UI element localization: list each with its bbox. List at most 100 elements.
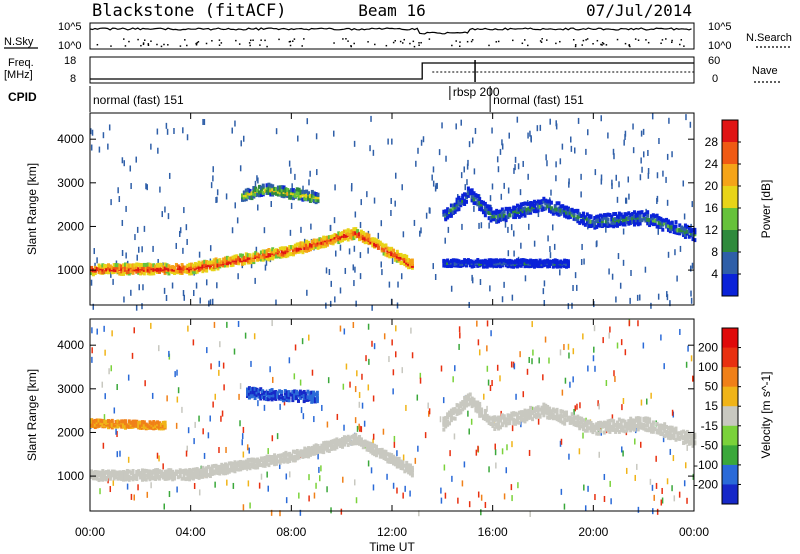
- data-cell: [663, 422, 667, 427]
- data-cell: [337, 438, 341, 443]
- data-cell: [625, 421, 629, 426]
- data-cell: [444, 212, 448, 217]
- data-cell: [497, 426, 501, 431]
- data-cell: [127, 263, 131, 268]
- data-cell: [274, 248, 278, 253]
- data-cell: [617, 417, 621, 422]
- data-cell: [191, 269, 195, 274]
- data-cell: [521, 412, 525, 417]
- data-cell: [327, 240, 331, 245]
- data-cell: [608, 223, 612, 228]
- data-cell: [672, 224, 676, 229]
- data-cell: [106, 270, 110, 275]
- data-cell: [125, 266, 129, 271]
- data-cell: [555, 417, 559, 422]
- colorbar-swatch: [722, 347, 738, 368]
- data-cell: [254, 465, 258, 470]
- velocity-y-label: Slant Range [km]: [25, 369, 39, 461]
- data-cell: [356, 231, 360, 236]
- data-cell: [331, 439, 335, 444]
- data-cell: [312, 243, 316, 248]
- data-cell: [497, 415, 501, 420]
- data-cell: [380, 450, 384, 455]
- data-cell: [271, 249, 275, 254]
- data-cell: [302, 399, 306, 404]
- data-cell: [301, 449, 305, 454]
- data-cell: [367, 447, 371, 452]
- data-cell: [463, 400, 467, 405]
- data-cell: [225, 255, 229, 260]
- data-cell: [316, 238, 320, 243]
- data-cell: [474, 406, 478, 411]
- nsky-tick-top: 10^5: [58, 21, 82, 33]
- noise-cell: [413, 219, 416, 226]
- data-cell: [159, 473, 163, 478]
- noise-cell: [573, 408, 575, 415]
- data-cell: [498, 260, 502, 265]
- nsearch-dot: [142, 42, 145, 44]
- data-cell: [525, 210, 529, 215]
- data-cell: [444, 259, 448, 264]
- colorbar-swatch: [722, 230, 738, 253]
- data-cell: [557, 264, 561, 269]
- data-cell: [276, 252, 280, 257]
- noise-cell: [484, 501, 487, 508]
- noise-cell: [647, 149, 649, 156]
- data-cell: [502, 216, 506, 221]
- data-cell: [208, 474, 212, 479]
- colorbar-swatch: [722, 406, 738, 427]
- data-cell: [358, 434, 362, 439]
- nsearch-dot: [140, 44, 142, 47]
- data-cell: [106, 473, 110, 478]
- noise-cell: [116, 451, 119, 458]
- data-cell: [286, 247, 290, 252]
- data-cell: [135, 262, 139, 267]
- noise-cell: [203, 452, 206, 459]
- data-cell: [233, 254, 237, 259]
- data-cell: [392, 253, 395, 258]
- data-cell: [174, 469, 178, 474]
- data-cell: [371, 448, 375, 453]
- noise-cell: [112, 278, 114, 285]
- data-cell: [449, 258, 453, 263]
- noise-cell: [150, 322, 152, 329]
- data-cell: [295, 389, 299, 394]
- data-cell: [252, 257, 256, 262]
- data-cell: [559, 210, 563, 215]
- data-cell: [129, 420, 133, 425]
- data-cell: [195, 471, 199, 476]
- data-cell: [657, 223, 661, 228]
- data-cell: [597, 423, 601, 428]
- data-cell: [523, 206, 527, 211]
- data-cell: [122, 271, 126, 276]
- data-cell: [152, 267, 156, 272]
- data-cell: [523, 261, 527, 266]
- data-cell: [108, 264, 112, 269]
- data-cell: [395, 249, 399, 254]
- data-cell: [108, 473, 112, 478]
- data-cell: [274, 187, 278, 192]
- data-cell: [331, 446, 335, 451]
- data-cell: [284, 246, 288, 251]
- data-cell: [210, 260, 214, 265]
- data-cell: [214, 257, 218, 262]
- data-cell: [468, 392, 472, 397]
- data-cell: [188, 471, 192, 476]
- data-cell: [504, 423, 508, 428]
- data-cell: [566, 415, 570, 420]
- data-cell: [485, 261, 489, 266]
- data-cell: [551, 264, 555, 269]
- data-cell: [570, 420, 574, 425]
- data-cell: [255, 393, 259, 398]
- data-cell: [557, 201, 561, 206]
- nsearch-dot: [156, 43, 158, 46]
- data-cell: [644, 216, 648, 221]
- data-cell: [525, 263, 529, 268]
- data-cell: [342, 235, 346, 240]
- data-cell: [201, 269, 205, 274]
- data-cell: [408, 468, 412, 473]
- data-cell: [446, 261, 450, 266]
- data-cell: [663, 429, 667, 434]
- data-cell: [478, 203, 482, 208]
- data-cell: [519, 413, 523, 418]
